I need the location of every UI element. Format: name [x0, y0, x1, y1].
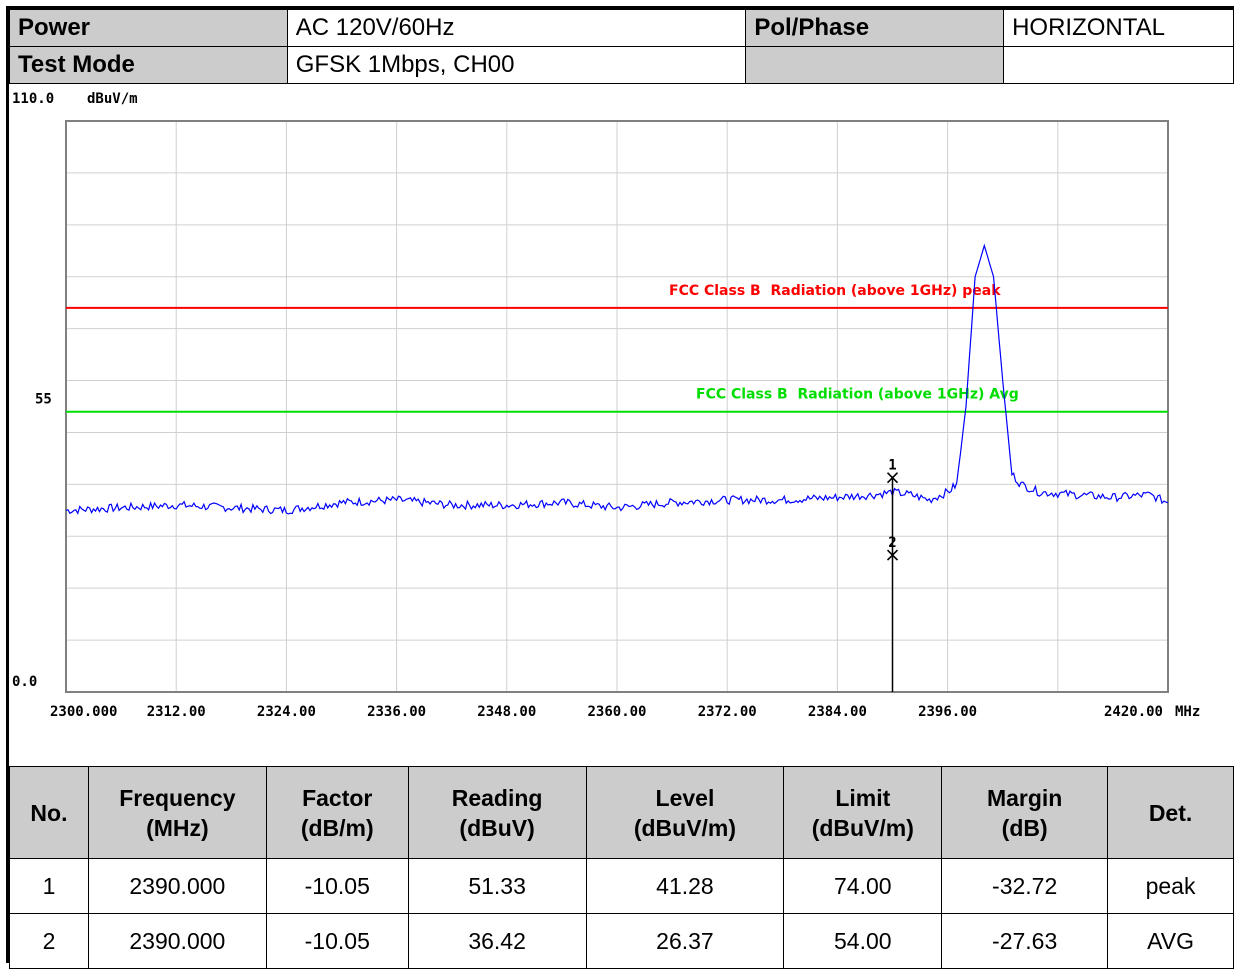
table-cell: -32.72	[941, 858, 1109, 914]
pol-phase-value: HORIZONTAL	[1003, 9, 1234, 47]
test-info-table: Power AC 120V/60Hz Pol/Phase HORIZONTAL …	[9, 9, 1234, 84]
x-tick-label: 2336.00	[367, 704, 426, 720]
header-blank-cell	[745, 46, 1005, 84]
column-header-text: No.	[30, 799, 68, 826]
header-row-power: Power AC 120V/60Hz Pol/Phase HORIZONTAL	[9, 9, 1234, 47]
axis-ticks: 110.0 55 0.0 2300.000 2312.00 2324.00 2336.00 2…	[12, 91, 1163, 720]
column-header-text: (dB)	[1001, 814, 1048, 841]
table-cell: 51.33	[407, 858, 587, 914]
spectrum-chart: FCC Class B Radiation (above 1GHz) peak F…	[9, 85, 1234, 765]
spectrum-trace	[65, 243, 1169, 515]
table-cell: -27.63	[941, 913, 1109, 969]
column-header-text: (dB/m)	[300, 814, 374, 841]
table-row: 2 2390.000 -10.05 36.42 26.37 54.00 -27.63 AVG	[9, 913, 1234, 969]
x-tick-label: 2324.00	[257, 704, 316, 720]
column-header-text: Limit	[835, 784, 891, 811]
marker-cross	[886, 472, 899, 484]
report-frame	[6, 6, 1234, 963]
column-header-text: Reading	[451, 784, 543, 811]
y-tick-label: 0.0	[12, 674, 37, 690]
x-tick-label: 2312.00	[147, 704, 206, 720]
table-cell: 54.00	[783, 913, 943, 969]
column-header-text: Level	[655, 784, 715, 811]
y-tick-label: 110.0	[12, 91, 54, 107]
x-tick-label: 2300.000	[50, 704, 117, 720]
limit-lines: FCC Class B Radiation (above 1GHz) peak F…	[66, 283, 1168, 413]
results-table: No. Frequency (MHz) Factor (dB/m) Reading (dBu…	[9, 766, 1234, 969]
results-body: 1 2390.000 -10.05 51.33 41.28 74.00 -32.72 peak…	[9, 858, 1234, 969]
column-header-text: Factor	[302, 784, 373, 811]
table-cell: 41.28	[585, 858, 785, 914]
plot-frame	[65, 120, 1169, 693]
results-column-header: Reading (dBuV)	[407, 766, 587, 859]
column-header-text: Margin	[986, 784, 1063, 811]
power-value: AC 120V/60Hz	[286, 9, 747, 47]
table-cell: AVG	[1107, 913, 1234, 969]
table-cell: 1	[9, 858, 89, 914]
results-column-header: Limit (dBuV/m)	[783, 766, 943, 859]
marker-label: 2	[888, 535, 896, 551]
results-column-header: No.	[9, 766, 89, 859]
table-cell: 36.42	[407, 913, 587, 969]
table-cell: 2	[9, 913, 89, 969]
column-header-text: (dBuV/m)	[811, 814, 914, 841]
column-header-text: (dBuV)	[459, 814, 535, 841]
column-header-text: Frequency	[119, 784, 236, 811]
chart-grid	[66, 121, 1168, 692]
limit-label: FCC Class B Radiation (above 1GHz) Avg	[696, 387, 1019, 403]
results-column-header: Level (dBuV/m)	[585, 766, 785, 859]
spectrum-chart-svg: FCC Class B Radiation (above 1GHz) peak F…	[12, 91, 1200, 720]
results-column-header: Det.	[1107, 766, 1234, 859]
limit-label: FCC Class B Radiation (above 1GHz) peak	[669, 283, 1001, 299]
x-tick-label: 2396.00	[918, 704, 977, 720]
x-tick-label: 2372.00	[698, 704, 757, 720]
column-header-text: (dBuV/m)	[633, 814, 737, 841]
x-tick-label: 2384.00	[808, 704, 867, 720]
results-column-header: Factor (dB/m)	[265, 766, 409, 859]
test-mode-value: GFSK 1Mbps, CH00	[286, 46, 747, 84]
table-cell: -10.05	[265, 858, 409, 914]
x-tick-label: 2420.00	[1104, 704, 1163, 720]
table-row: 1 2390.000 -10.05 51.33 41.28 74.00 -32.72 peak	[9, 858, 1234, 914]
table-cell: 26.37	[585, 913, 785, 969]
x-axis-unit: MHz	[1175, 704, 1200, 720]
x-tick-label: 2348.00	[477, 704, 536, 720]
power-label: Power	[9, 9, 288, 47]
results-column-header: Frequency (MHz)	[87, 766, 267, 859]
marker-label: 1	[888, 458, 896, 474]
table-cell: 2390.000	[87, 858, 267, 914]
header-empty-cell	[1003, 46, 1234, 84]
header-row-mode: Test Mode GFSK 1Mbps, CH00	[9, 46, 1234, 84]
table-cell: 2390.000	[87, 913, 267, 969]
pol-phase-label: Pol/Phase	[745, 9, 1005, 47]
column-header-text: (MHz)	[146, 814, 209, 841]
column-header-text: Det.	[1148, 799, 1193, 826]
table-cell: peak	[1107, 858, 1234, 914]
markers: 12	[886, 458, 899, 692]
x-tick-label: 2360.00	[587, 704, 646, 720]
y-tick-label: 55	[35, 392, 52, 408]
table-cell: 74.00	[783, 858, 943, 914]
results-header-row: No. Frequency (MHz) Factor (dB/m) Reading (dBu…	[9, 766, 1234, 859]
test-mode-label: Test Mode	[9, 46, 288, 84]
marker-cross	[886, 549, 899, 561]
results-column-header: Margin (dB)	[941, 766, 1109, 859]
y-axis-label: dBuV/m	[87, 91, 138, 107]
table-cell: -10.05	[265, 913, 409, 969]
